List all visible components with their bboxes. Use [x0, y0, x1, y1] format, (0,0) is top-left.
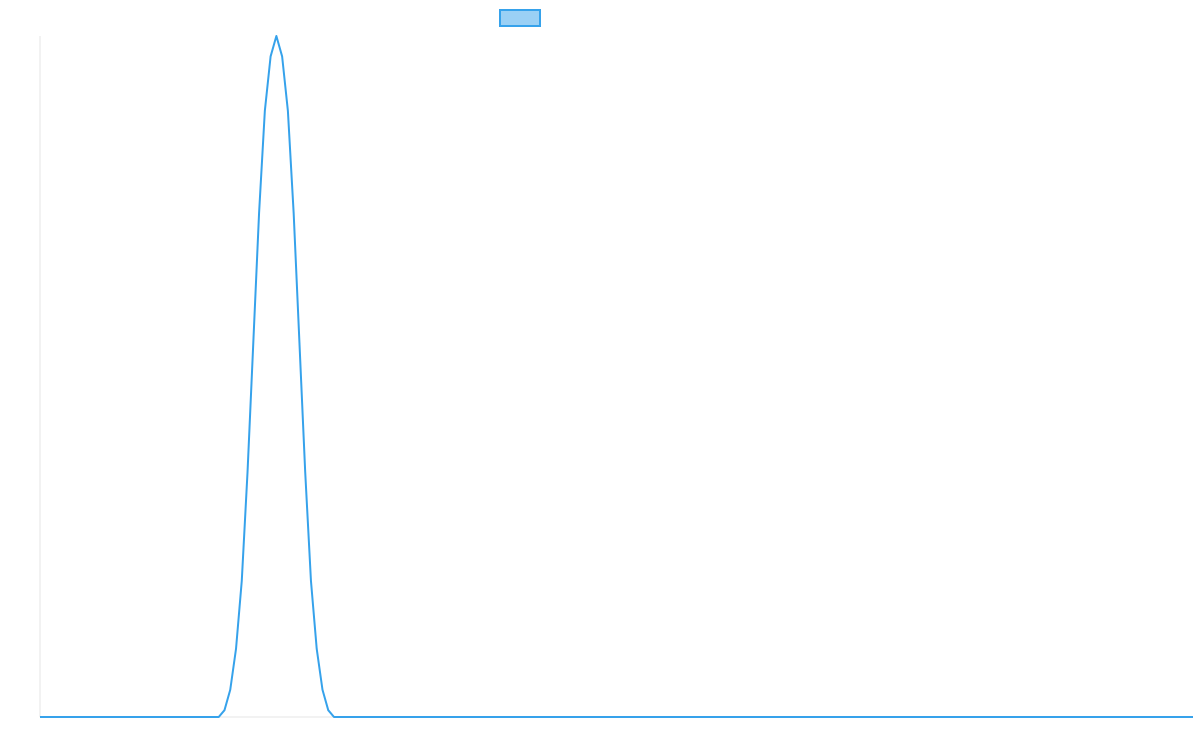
legend-swatch-0[interactable]: [499, 9, 541, 27]
series-layer: [40, 35, 1193, 718]
legend[interactable]: [499, 9, 541, 27]
series-line-0[interactable]: [40, 35, 1193, 718]
